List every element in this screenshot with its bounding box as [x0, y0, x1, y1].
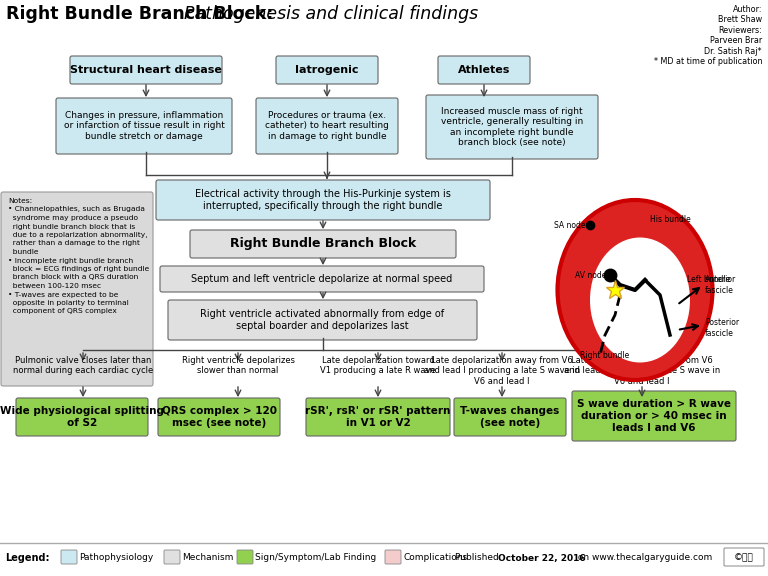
Ellipse shape	[558, 200, 713, 380]
FancyBboxPatch shape	[306, 398, 450, 436]
Text: Septum and left ventricle depolarize at normal speed: Septum and left ventricle depolarize at …	[191, 274, 452, 284]
FancyBboxPatch shape	[156, 180, 490, 220]
Text: Legend:: Legend:	[5, 553, 49, 563]
Text: Pathogenesis and clinical findings: Pathogenesis and clinical findings	[184, 5, 478, 23]
Text: AV node: AV node	[574, 271, 606, 279]
FancyBboxPatch shape	[276, 56, 378, 84]
Text: Right Bundle Branch Block:: Right Bundle Branch Block:	[6, 5, 280, 23]
Text: S wave duration > R wave
duration or > 40 msec in
leads I and V6: S wave duration > R wave duration or > 4…	[577, 399, 731, 433]
Text: Mechanism: Mechanism	[182, 554, 233, 563]
Text: Anterior
fascicle: Anterior fascicle	[705, 275, 737, 295]
Text: Right Bundle Branch Block: Right Bundle Branch Block	[230, 237, 416, 251]
Text: Sign/Symptom/Lab Finding: Sign/Symptom/Lab Finding	[255, 554, 376, 563]
FancyBboxPatch shape	[70, 56, 222, 84]
Text: Notes:
• Channelopathies, such as Brugada
  syndrome may produce a pseudo
  righ: Notes: • Channelopathies, such as Brugad…	[8, 198, 149, 314]
FancyBboxPatch shape	[426, 95, 598, 159]
Text: Posterior
fascicle: Posterior fascicle	[705, 319, 739, 338]
Text: SA node: SA node	[554, 221, 586, 229]
Text: T-waves changes
(see note): T-waves changes (see note)	[460, 406, 560, 428]
Text: Author:
Brett Shaw
Reviewers:
Parveen Brar
Dr. Satish Raj*
* MD at time of publi: Author: Brett Shaw Reviewers: Parveen Br…	[654, 5, 762, 66]
Text: Increased muscle mass of right
ventricle, generally resulting in
an incomplete r: Increased muscle mass of right ventricle…	[441, 107, 583, 147]
FancyBboxPatch shape	[237, 550, 253, 564]
FancyBboxPatch shape	[61, 550, 77, 564]
Text: His bundle: His bundle	[650, 215, 690, 225]
FancyBboxPatch shape	[164, 550, 180, 564]
FancyBboxPatch shape	[454, 398, 566, 436]
Text: Athletes: Athletes	[458, 65, 510, 75]
Text: Electrical activity through the His-Purkinje system is
interrupted, specifically: Electrical activity through the His-Purk…	[195, 189, 451, 211]
FancyBboxPatch shape	[724, 548, 764, 566]
FancyBboxPatch shape	[190, 230, 456, 258]
Text: Published: Published	[455, 554, 502, 563]
FancyBboxPatch shape	[385, 550, 401, 564]
Text: Right bundle: Right bundle	[581, 351, 630, 359]
Text: Structural heart disease: Structural heart disease	[70, 65, 222, 75]
FancyBboxPatch shape	[160, 266, 484, 292]
Text: Changes in pressure, inflammation
or infarction of tissue result in right
bundle: Changes in pressure, inflammation or inf…	[64, 111, 224, 141]
Ellipse shape	[590, 237, 690, 362]
Text: Iatrogenic: Iatrogenic	[295, 65, 359, 75]
Text: on www.thecalgaryguide.com: on www.thecalgaryguide.com	[575, 554, 712, 563]
Text: Complications: Complications	[403, 554, 467, 563]
FancyBboxPatch shape	[158, 398, 280, 436]
FancyBboxPatch shape	[438, 56, 530, 84]
Text: October 22, 2016: October 22, 2016	[498, 554, 586, 563]
FancyBboxPatch shape	[572, 391, 736, 441]
Text: Wide physiological splitting
of S2: Wide physiological splitting of S2	[0, 406, 164, 428]
Text: Pulmonic valve closes later than
normal during each cardiac cycle: Pulmonic valve closes later than normal …	[13, 356, 153, 376]
Text: Late depolarization away from V6
and lead I producing a late S wave in
V6 and le: Late depolarization away from V6 and lea…	[424, 356, 580, 386]
Text: Pathophysiology: Pathophysiology	[79, 554, 154, 563]
Text: Left bundle: Left bundle	[687, 275, 730, 285]
FancyBboxPatch shape	[1, 192, 153, 386]
FancyBboxPatch shape	[168, 300, 477, 340]
FancyBboxPatch shape	[56, 98, 232, 154]
Text: rSR', rsR' or rSR' pattern
in V1 or V2: rSR', rsR' or rSR' pattern in V1 or V2	[306, 406, 451, 428]
Text: Late depolarization toward
V1 producing a late R wave: Late depolarization toward V1 producing …	[320, 356, 436, 376]
Text: QRS complex > 120
msec (see note): QRS complex > 120 msec (see note)	[161, 406, 276, 428]
Text: ©ⓅⓈ: ©ⓅⓈ	[734, 554, 754, 563]
Text: Right ventricle depolarizes
slower than normal: Right ventricle depolarizes slower than …	[181, 356, 294, 376]
FancyBboxPatch shape	[256, 98, 398, 154]
FancyBboxPatch shape	[16, 398, 148, 436]
Text: Right ventricle activated abnormally from edge of
septal boarder and depolarizes: Right ventricle activated abnormally fro…	[200, 309, 445, 331]
Text: Late depolarization away from V6
and lead I producing a late S wave in
V6 and le: Late depolarization away from V6 and lea…	[564, 356, 720, 386]
Text: Procedures or trauma (ex.
catheter) to heart resulting
in damage to right bundle: Procedures or trauma (ex. catheter) to h…	[265, 111, 389, 141]
